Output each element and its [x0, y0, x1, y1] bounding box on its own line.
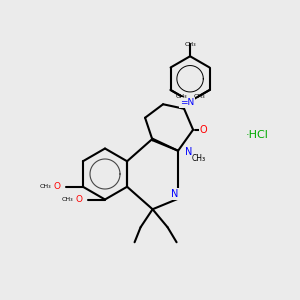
Text: CH₃: CH₃	[184, 42, 196, 47]
Text: ·HCl: ·HCl	[246, 130, 269, 140]
Text: =N: =N	[180, 98, 194, 107]
Text: CH₃: CH₃	[194, 94, 205, 98]
Text: N: N	[171, 189, 179, 199]
Text: CH₃: CH₃	[192, 154, 206, 163]
Text: O: O	[54, 182, 61, 191]
Text: CH₃: CH₃	[40, 184, 51, 189]
Text: CH₃: CH₃	[62, 197, 73, 202]
Text: N: N	[185, 147, 192, 157]
Text: CH₃: CH₃	[175, 94, 187, 98]
Text: O: O	[76, 195, 83, 204]
Text: O: O	[200, 125, 207, 135]
